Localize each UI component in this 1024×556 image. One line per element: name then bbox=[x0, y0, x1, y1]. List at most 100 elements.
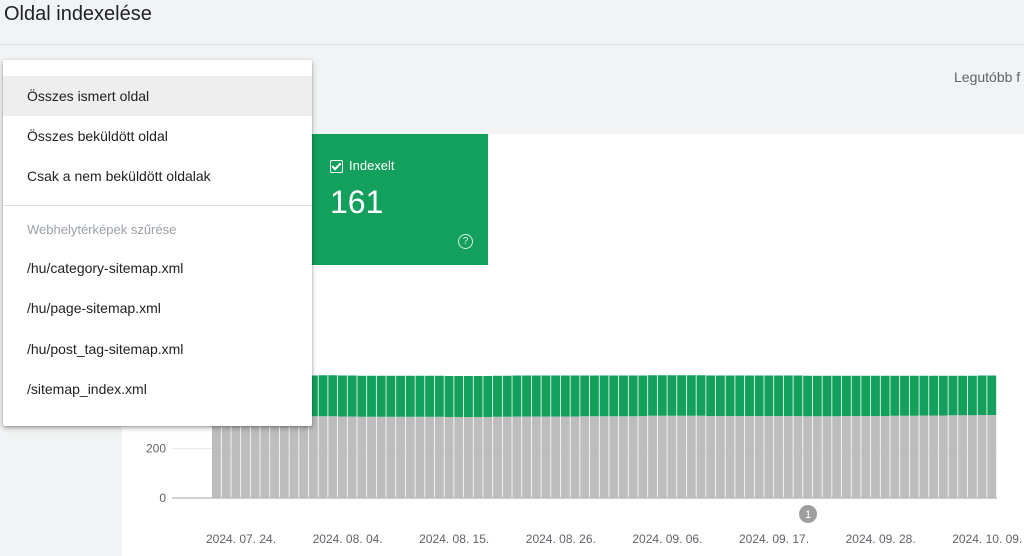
bar-indexed bbox=[890, 375, 900, 416]
bar-not-indexed bbox=[764, 415, 774, 498]
bar-indexed bbox=[803, 375, 813, 417]
bar-not-indexed bbox=[502, 416, 512, 498]
bar-not-indexed bbox=[328, 416, 338, 498]
bar-indexed bbox=[783, 375, 793, 416]
bar-indexed bbox=[919, 375, 929, 416]
bar-indexed bbox=[619, 375, 628, 417]
y-tick-label: 200 bbox=[146, 442, 166, 456]
bar-not-indexed bbox=[522, 416, 532, 498]
bar-not-indexed bbox=[609, 416, 619, 498]
bar-not-indexed bbox=[909, 415, 919, 498]
bar-indexed bbox=[386, 375, 396, 417]
bar-indexed bbox=[434, 375, 444, 417]
bar-not-indexed bbox=[454, 416, 464, 498]
x-tick-label: 2024. 08. 04. bbox=[313, 532, 383, 546]
bar-not-indexed bbox=[560, 416, 570, 498]
bar-not-indexed bbox=[754, 415, 764, 498]
menu-item-unsubmitted-pages[interactable]: Csak a nem beküldött oldalak bbox=[27, 168, 211, 184]
menu-item-all-submitted-pages[interactable]: Összes beküldött oldal bbox=[27, 128, 168, 144]
chart-y-ticks: 0 200 bbox=[146, 442, 166, 505]
bar-indexed bbox=[444, 375, 454, 417]
bar-not-indexed bbox=[919, 415, 929, 498]
annotation-marker[interactable] bbox=[799, 505, 818, 523]
bar-not-indexed bbox=[347, 416, 357, 498]
annotation-label: 1 bbox=[805, 509, 811, 521]
bar-indexed bbox=[473, 375, 483, 417]
menu-item-sitemap-page[interactable]: /hu/page-sitemap.xml bbox=[27, 300, 161, 316]
bar-indexed bbox=[560, 375, 570, 417]
x-tick-label: 2024. 10. 09. bbox=[952, 532, 1022, 546]
menu-item-sitemap-category[interactable]: /hu/category-sitemap.xml bbox=[27, 260, 184, 276]
bar-not-indexed bbox=[415, 416, 425, 498]
bar-indexed bbox=[938, 375, 948, 416]
bar-indexed bbox=[367, 375, 376, 417]
bar-not-indexed bbox=[386, 416, 396, 498]
bar-indexed bbox=[948, 375, 958, 416]
bar-indexed bbox=[648, 375, 658, 416]
bar-indexed bbox=[880, 375, 890, 416]
bar-not-indexed bbox=[570, 416, 580, 498]
help-icon[interactable]: ? bbox=[458, 234, 473, 249]
bar-indexed bbox=[609, 375, 619, 417]
bar-not-indexed bbox=[463, 416, 473, 498]
indexed-label: Indexelt bbox=[349, 158, 395, 173]
bar-not-indexed bbox=[541, 416, 551, 498]
bar-indexed bbox=[589, 375, 599, 417]
bar-not-indexed bbox=[735, 415, 745, 498]
bar-not-indexed bbox=[667, 415, 677, 498]
bar-not-indexed bbox=[619, 416, 628, 498]
bar-indexed bbox=[706, 375, 716, 416]
bar-indexed bbox=[357, 375, 367, 417]
bar-not-indexed bbox=[250, 416, 260, 498]
bar-not-indexed bbox=[648, 415, 658, 498]
bar-not-indexed bbox=[279, 416, 289, 498]
bar-indexed bbox=[667, 375, 677, 416]
y-tick-label: 0 bbox=[159, 491, 166, 505]
bar-not-indexed bbox=[774, 415, 783, 498]
indexed-value: 161 bbox=[330, 184, 384, 220]
bar-indexed bbox=[657, 375, 667, 416]
bar-indexed bbox=[677, 375, 687, 416]
menu-divider bbox=[3, 205, 312, 206]
bar-indexed bbox=[735, 375, 745, 416]
bar-not-indexed bbox=[677, 415, 687, 498]
bar-indexed bbox=[638, 375, 648, 416]
menu-item-sitemap-post-tag[interactable]: /hu/post_tag-sitemap.xml bbox=[27, 341, 184, 357]
x-tick-label: 2024. 09. 06. bbox=[632, 532, 702, 546]
bar-indexed bbox=[909, 375, 919, 416]
bar-not-indexed bbox=[628, 416, 638, 498]
bar-not-indexed bbox=[987, 415, 997, 498]
bar-indexed bbox=[541, 375, 551, 417]
bar-indexed bbox=[725, 375, 735, 416]
bar-not-indexed bbox=[832, 416, 842, 498]
bar-indexed bbox=[871, 375, 880, 416]
page-header: Oldal indexelése bbox=[0, 0, 1024, 45]
indexed-card[interactable]: Indexelt 161 ? bbox=[312, 134, 488, 265]
bar-not-indexed bbox=[589, 416, 599, 498]
chart-x-ticks: 2024. 07. 24. 2024. 08. 04. 2024. 08. 15. 2… bbox=[206, 532, 1022, 546]
sitemap-filter-header: Webhelytérképek szűrése bbox=[27, 222, 177, 237]
bar-not-indexed bbox=[841, 415, 851, 498]
bar-not-indexed bbox=[396, 416, 406, 498]
bar-indexed bbox=[754, 375, 764, 416]
bar-not-indexed bbox=[871, 415, 880, 498]
bar-not-indexed bbox=[473, 416, 483, 498]
bar-not-indexed bbox=[260, 416, 270, 498]
bar-not-indexed bbox=[241, 416, 250, 498]
bar-not-indexed bbox=[900, 415, 909, 498]
bar-indexed bbox=[463, 375, 473, 417]
menu-item-sitemap-index[interactable]: /sitemap_index.xml bbox=[27, 381, 147, 397]
indexed-checkbox-icon[interactable] bbox=[330, 160, 343, 173]
bar-not-indexed bbox=[696, 415, 706, 498]
bar-indexed bbox=[454, 375, 464, 417]
bar-not-indexed bbox=[599, 416, 609, 498]
bar-not-indexed bbox=[880, 415, 890, 498]
menu-item-all-known-pages[interactable]: Összes ismert oldal bbox=[3, 76, 312, 116]
bar-not-indexed bbox=[929, 415, 939, 498]
bar-indexed bbox=[599, 375, 609, 417]
bar-not-indexed bbox=[289, 416, 299, 498]
bar-indexed bbox=[929, 375, 939, 416]
bar-not-indexed bbox=[793, 415, 803, 498]
bar-indexed bbox=[696, 375, 706, 416]
chart-annotation[interactable]: 1 bbox=[799, 505, 818, 523]
